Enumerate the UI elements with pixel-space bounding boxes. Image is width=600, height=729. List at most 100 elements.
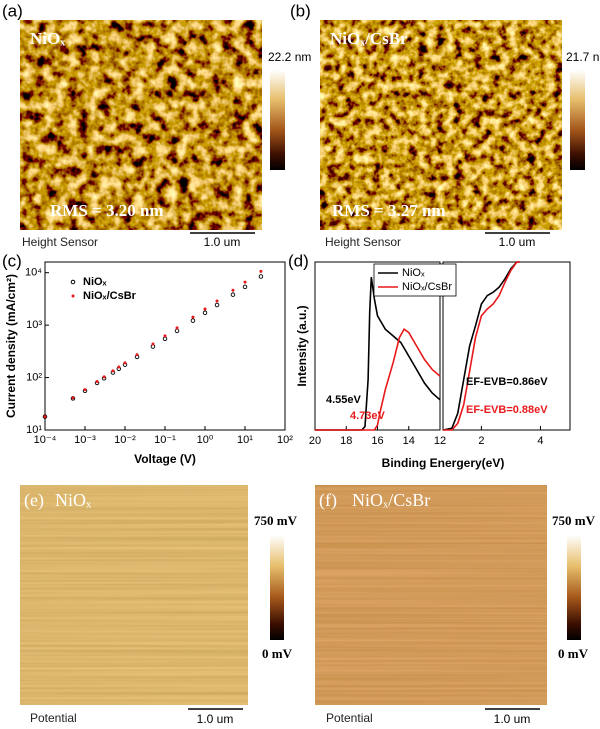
panel-label: (e): [24, 490, 44, 511]
x-tick-label: 4: [537, 435, 543, 447]
kpfm-image: [20, 485, 248, 705]
data-point: [215, 299, 219, 303]
data-point: [230, 292, 236, 297]
colorbar-max: 22.2 nm: [268, 50, 311, 64]
data-point: [42, 414, 48, 419]
scale-bar-label: 1.0 um: [204, 235, 241, 249]
data-point: [111, 369, 115, 373]
data-point: [231, 288, 235, 292]
data-point: [163, 334, 167, 338]
y-axis-label: Intensity (a.u.): [295, 305, 309, 386]
legend-box: [373, 263, 457, 297]
y-tick-label: 10⁴: [25, 267, 42, 279]
x-tick-label: 10¹: [237, 434, 253, 446]
y-tick-label: 10¹: [26, 424, 42, 436]
plot-frame: [44, 261, 286, 431]
data-point: [191, 315, 195, 319]
legend-label: NiOₓ/CsBr: [83, 290, 137, 302]
data-point: [190, 318, 196, 323]
colorbar-min: 0 mV: [558, 646, 589, 661]
x-tick-label: 16: [371, 435, 383, 447]
x-tick-label: 14: [403, 435, 415, 447]
data-point: [102, 375, 106, 379]
x-tick-label: 18: [340, 435, 352, 447]
x-tick-label: 10⁻³: [74, 434, 96, 446]
spectrum-line: [315, 276, 441, 431]
legend-marker: [70, 279, 76, 285]
channel-label: Height Sensor: [22, 235, 98, 249]
scale-bar-label: 1.0 um: [494, 712, 531, 726]
x-tick-label: 10⁻²: [114, 434, 136, 446]
colorbar: [567, 535, 581, 640]
panel-label: (c): [2, 251, 22, 270]
data-point: [151, 342, 155, 346]
plot-frame: [442, 261, 571, 431]
x-tick-label: 10²: [277, 434, 293, 446]
x-tick-label: 2: [478, 435, 484, 447]
image-title: NiOₓ/CsBr: [330, 29, 408, 48]
data-point: [175, 326, 179, 330]
data-point: [43, 415, 47, 419]
data-point: [162, 336, 168, 342]
channel-label: Potential: [326, 711, 373, 725]
data-point: [135, 353, 139, 357]
legend-label: NiOₓ: [83, 276, 108, 288]
spectrum-line: [442, 261, 520, 431]
legend-marker: [71, 294, 75, 298]
colorbar-max: 750 mV: [552, 513, 596, 528]
data-point: [174, 328, 180, 334]
legend-label: NiOₓ: [402, 267, 425, 279]
spectrum-line: [443, 261, 520, 431]
afm-image: [20, 20, 262, 230]
annotation: EF-EVB=0.86eV: [466, 376, 548, 388]
data-point: [95, 380, 99, 384]
x-tick-label: 10⁻¹: [154, 434, 176, 446]
data-point: [243, 280, 247, 284]
image-title: NiOₓ: [55, 490, 92, 510]
annotation: EF-EVB=0.88eV: [466, 404, 548, 416]
data-point: [259, 269, 263, 273]
colorbar: [270, 70, 285, 170]
x-axis-label: Voltage (V): [134, 452, 196, 466]
data-point: [202, 310, 208, 316]
panel-label: (d): [288, 251, 309, 270]
scale-bar-label: 1.0 um: [499, 235, 536, 249]
x-tick-label: 12: [434, 435, 446, 447]
colorbar-max: 21.7 nm: [566, 50, 600, 64]
data-point: [214, 302, 220, 308]
x-axis-label: Binding Energery(eV): [382, 456, 505, 470]
channel-label: Potential: [30, 711, 77, 725]
image-title: NiOₓ/CsBr: [352, 490, 430, 510]
scale-bar-label: 1.0 um: [197, 712, 234, 726]
data-point: [258, 274, 264, 279]
y-tick-label: 10²: [26, 371, 42, 383]
image-title: NiOₓ: [30, 29, 65, 48]
data-point: [123, 361, 127, 365]
annotation: 4.55eV: [326, 394, 362, 406]
data-point: [117, 365, 121, 369]
rms-label: RMS = 3.27 nm: [332, 201, 446, 220]
afm-image: [320, 20, 562, 230]
colorbar: [270, 535, 284, 640]
data-point: [242, 284, 248, 290]
kpfm-image: [315, 485, 547, 705]
legend-label: NiOₓ/CsBr: [402, 281, 452, 293]
panel-label: (b): [290, 1, 311, 20]
rms-label: RMS = 3.20 nm: [50, 201, 164, 220]
annotation: 4.73eV: [350, 410, 386, 422]
colorbar-max: 750 mV: [254, 513, 298, 528]
colorbar-min: 0 mV: [262, 646, 293, 661]
spectrum-line: [315, 328, 441, 431]
data-point: [203, 307, 207, 311]
y-axis-label: Current density (mA/cm²): [4, 274, 18, 418]
data-point: [83, 388, 87, 392]
data-point: [71, 396, 75, 400]
panel-label: (a): [2, 1, 23, 20]
x-tick-label: 10⁻⁴: [34, 434, 57, 446]
x-tick-label: 20: [309, 435, 321, 447]
x-tick-label: 10⁰: [197, 434, 214, 446]
y-tick-label: 10³: [26, 319, 42, 331]
colorbar: [570, 70, 585, 170]
channel-label: Height Sensor: [325, 235, 401, 249]
